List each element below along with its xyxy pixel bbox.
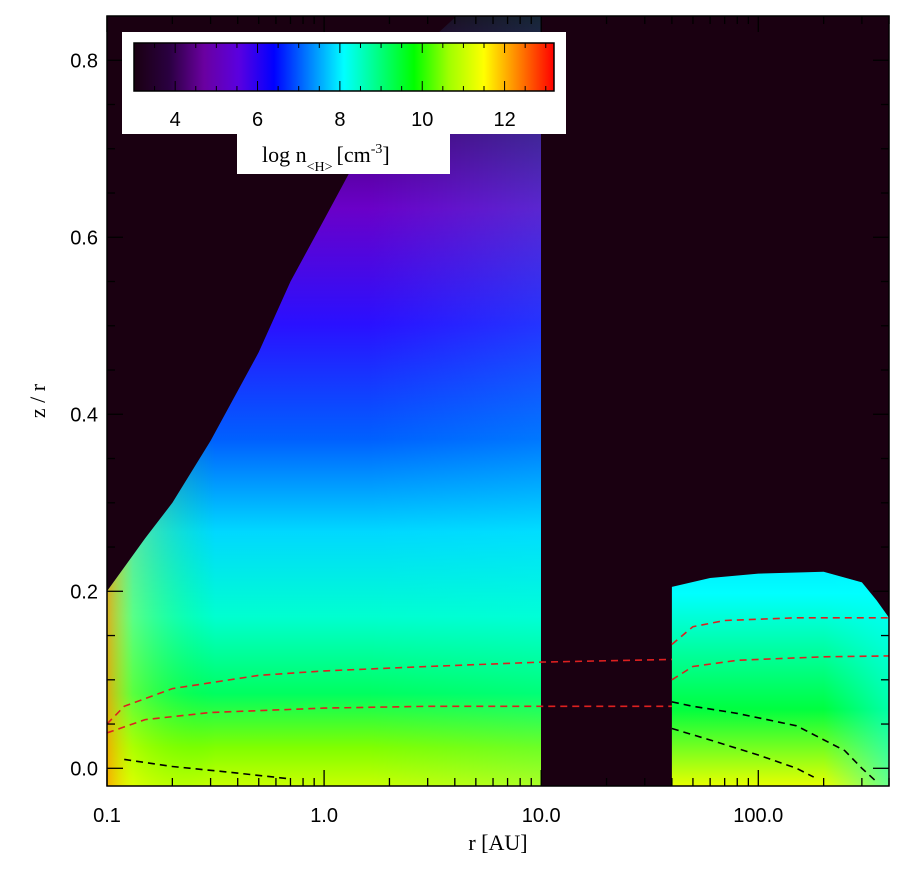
colorbar-ticks: 4 6 8 10 12 [154,43,547,131]
y-tick-label: 0.8 [70,50,98,72]
colorbar-title-unit: [cm [337,142,371,167]
colorbar: 4 6 8 10 12 log n<H> [cm-3] [122,32,566,175]
contour-lines [107,616,889,783]
colorbar-label-bg [237,128,450,174]
colorbar-tick-label: 4 [170,109,181,131]
contour-line [124,758,291,780]
colorbar-tick-label: 12 [493,109,515,131]
y-tick-label: 0.4 [70,404,98,426]
colorbar-gradient [133,42,555,92]
y-axis-title: z / r [25,383,50,418]
colorbar-tick-label: 6 [252,109,263,131]
contour-line [671,616,889,646]
y-tick-label: 0.2 [70,581,98,603]
colorbar-tick-label: 8 [334,109,345,131]
y-tick-label: 0.0 [70,758,98,780]
plot-frame [106,15,890,787]
contour-line [107,705,672,734]
colorbar-title-exp: -3 [371,142,383,157]
contour-line [107,658,672,725]
y-axis-ticks: 0.0 0.2 0.4 0.6 0.8 [70,50,889,780]
colorbar-title: log n<H> [cm-3] [262,142,390,175]
colorbar-title-main: log n [262,142,307,167]
contour-line [671,655,889,681]
x-axis-title: r [AU] [468,830,527,855]
x-tick-label: 1.0 [310,805,338,827]
x-axis-ticks: 0.1 1.0 10.0 100.0 [93,16,890,827]
colorbar-title-sub: <H> [307,160,333,175]
x-tick-label: 100.0 [733,805,783,827]
outer-disk-region [671,571,889,786]
contour-line [671,727,815,778]
y-tick-label: 0.6 [70,227,98,249]
colorbar-title-close: ] [382,142,389,167]
colorbar-tick-label: 10 [411,109,433,131]
x-tick-label: 0.1 [93,805,121,827]
contour-line [671,701,877,783]
x-tick-label: 10.0 [522,805,561,827]
